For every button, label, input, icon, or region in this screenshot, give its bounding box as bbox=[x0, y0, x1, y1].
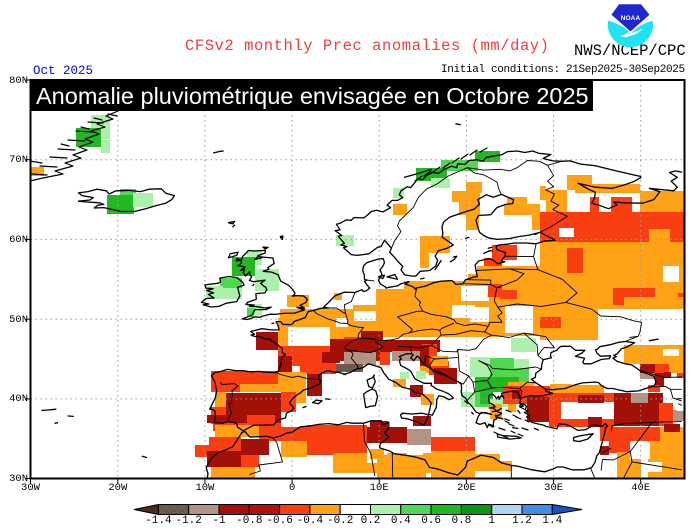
svg-text:NOAA: NOAA bbox=[621, 15, 641, 22]
